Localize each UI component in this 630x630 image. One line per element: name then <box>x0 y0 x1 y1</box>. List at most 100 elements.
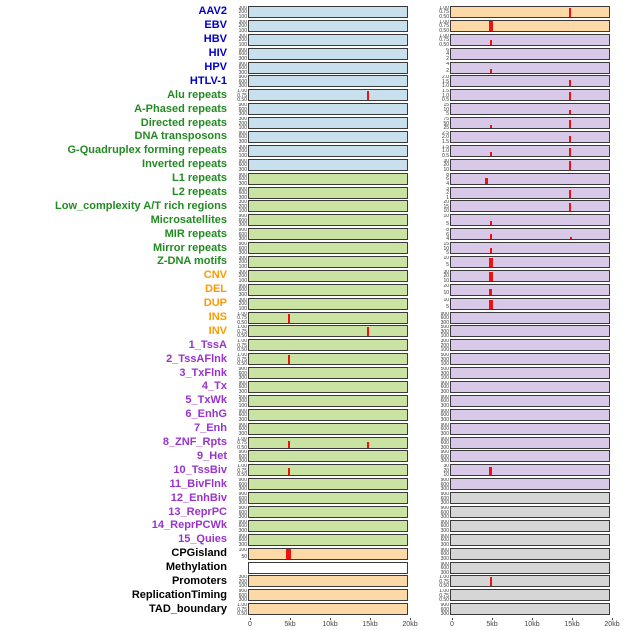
track-panel-left <box>248 533 408 546</box>
y-tick-label: 600 <box>238 176 247 183</box>
y-tick-label: 900 <box>440 450 449 456</box>
track-panel-left <box>248 172 408 185</box>
y-tick-label: 0.50 <box>237 333 247 338</box>
y-tick-labels-left: 1.000.750.500.250.00 <box>232 339 248 351</box>
y-tick-label: 600 <box>238 134 247 141</box>
track-row: Low_complexity A/T rich regions 300 200 100… <box>2 199 630 213</box>
track-panel-right <box>450 130 610 143</box>
track-label: TAD_boundary <box>148 602 227 615</box>
y-tick-labels-right: 900 600 300 <box>434 312 450 324</box>
track-panel-right <box>450 339 610 352</box>
track-row: Z-DNA motifs 300 200 100 10 5 <box>2 255 630 269</box>
y-tick-label: 2 <box>446 68 449 74</box>
x-tick-mark <box>370 618 371 621</box>
y-tick-labels-right: 900 600 300 <box>434 395 450 407</box>
y-tick-label: 1.00 <box>439 5 449 11</box>
y-tick-label: 900 <box>238 478 247 484</box>
y-tick-label: 300 <box>238 541 247 546</box>
track-row: TAD_boundary 1.000.750.500.250.00 90060030… <box>2 602 630 616</box>
y-tick-label: 100 <box>238 27 247 32</box>
y-tick-label: 900 <box>238 75 247 81</box>
track-label: MIR repeats <box>164 227 227 240</box>
y-tick-label: 0.75 <box>439 578 449 585</box>
y-tick-label: 1.5 <box>442 89 449 95</box>
y-tick-label: 300 <box>440 611 449 616</box>
track-panel-right <box>450 436 610 449</box>
y-tick-label: 5 <box>446 220 449 227</box>
signal-spike <box>489 248 492 254</box>
y-tick-label: 0.50 <box>237 611 247 616</box>
track-panel-right <box>450 533 610 546</box>
track-label: HPV <box>204 61 227 73</box>
y-tick-labels-left: 300 200 100 <box>232 6 248 18</box>
track-panel-right <box>450 144 610 157</box>
y-tick-label: 0.50 <box>439 41 449 46</box>
y-tick-label: 900 <box>238 492 247 498</box>
signal-spike <box>488 257 493 267</box>
y-tick-label: 15 <box>443 242 449 248</box>
track-label: Microsatellites <box>150 213 227 226</box>
signal-spike <box>489 466 492 476</box>
y-tick-label: 1 <box>446 194 449 199</box>
y-tick-labels-left: 300 200 100 <box>232 20 248 32</box>
y-tick-label: 900 <box>238 186 247 192</box>
track-panel-left <box>248 75 408 88</box>
y-tick-labels-left: 1.000.750.500.250.00 <box>232 312 248 324</box>
track-label: L1 repeats <box>171 172 227 185</box>
y-tick-label: 900 <box>440 492 449 498</box>
track-panel-left <box>248 117 408 130</box>
track-panel-left <box>248 575 408 588</box>
y-tick-label: 0.50 <box>439 583 449 588</box>
track-panel-right <box>450 75 610 88</box>
y-tick-label: 6 <box>446 231 449 238</box>
track-label: DUP <box>203 297 227 310</box>
track-row: 6_EnhG 900 600 300 900 600 300 <box>2 408 630 422</box>
y-tick-label: 1.00 <box>439 33 449 39</box>
track-panel-left <box>248 478 408 491</box>
track-panel-left <box>248 547 408 560</box>
y-tick-label: 300 <box>238 5 247 11</box>
y-tick-label: 600 <box>238 453 247 460</box>
x-tick-label: 0 <box>248 621 252 629</box>
track-row: A-Phased repeats 900 600 300 15 10 5 <box>2 102 630 116</box>
track-label: INV <box>208 324 227 337</box>
signal-spike <box>568 91 571 101</box>
track-panel-right <box>450 242 610 255</box>
y-tick-label: 100 <box>440 333 449 338</box>
y-tick-label: 300 <box>238 416 247 421</box>
signal-spike <box>568 120 571 129</box>
y-tick-label: 900 <box>238 506 247 511</box>
y-tick-label: 900 <box>238 422 247 428</box>
track-label: 12_EnhBiv <box>170 491 227 504</box>
y-tick-labels-right: 500 300 100 <box>434 367 450 379</box>
x-tick-mark <box>330 618 331 621</box>
y-tick-label: 100 <box>238 583 247 588</box>
y-tick-label: 8 <box>446 172 449 178</box>
y-tick-labels-right: 8642 <box>434 228 450 240</box>
y-tick-label: 1.5 <box>442 138 449 143</box>
signal-spike <box>287 441 290 448</box>
y-tick-label: 900 <box>238 214 247 220</box>
track-row: CNV 300 200 100 30 20 10 <box>2 269 630 283</box>
y-tick-label: 0.75 <box>237 342 247 349</box>
y-tick-label: 300 <box>238 527 247 532</box>
y-tick-label: 10 <box>443 214 449 220</box>
y-tick-label: 0.5 <box>442 152 449 157</box>
track-panel-right <box>450 492 610 505</box>
y-tick-label: 2.5 <box>442 130 449 136</box>
x-tick-label: 10kb <box>322 621 338 629</box>
signal-spike <box>489 577 492 587</box>
track-label: 7_Enh <box>193 422 227 435</box>
y-tick-label: 900 <box>238 533 247 539</box>
signal-spike <box>489 233 492 240</box>
track-panel-right <box>450 325 610 338</box>
y-tick-label: 600 <box>440 509 449 516</box>
y-tick-label: 200 <box>238 9 247 16</box>
track-row: CPGisland 100 50 900 600 300 <box>2 547 630 561</box>
y-tick-label: 3 <box>446 186 449 192</box>
y-tick-label: 600 <box>440 523 449 530</box>
track-row: HIV 900 600 300 6 4 2 <box>2 47 630 61</box>
track-panel-left <box>248 492 408 505</box>
